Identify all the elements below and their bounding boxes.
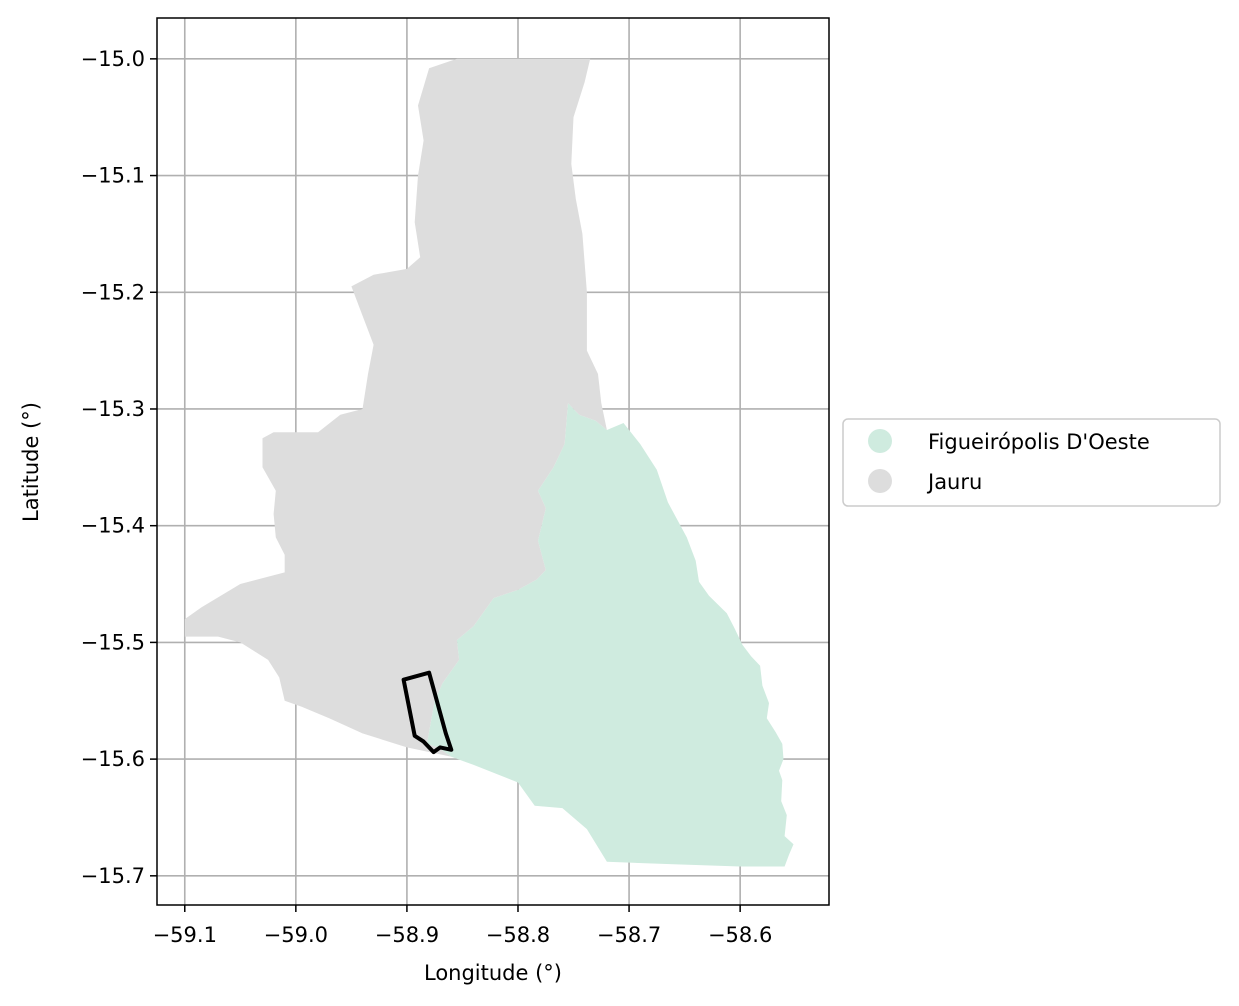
highlight-layer	[401, 670, 454, 755]
legend-label-jauru: Jauru	[926, 470, 982, 494]
x-axis-label: Longitude (°)	[424, 961, 562, 985]
y-tick-label: −15.5	[81, 630, 145, 654]
x-tick-label: −58.8	[486, 923, 550, 947]
legend-box	[842, 418, 1221, 507]
x-axis-ticks: −59.1 −59.0 −58.9 −58.8 −58.7 −58.6	[153, 905, 772, 947]
legend-swatch-figueiropolis	[868, 429, 892, 453]
region-figueiropolis-d-oeste	[426, 403, 794, 867]
region-layer	[184, 58, 794, 867]
highlight-outline	[401, 670, 454, 755]
x-tick-label: −59.0	[264, 923, 328, 947]
x-tick-label: −58.9	[375, 923, 439, 947]
y-axis-ticks: −15.0 −15.1 −15.2 −15.3 −15.4 −15.5 −15.6 −15.7	[81, 47, 157, 888]
y-tick-label: −15.0	[81, 47, 145, 71]
y-tick-label: −15.3	[81, 397, 145, 421]
y-tick-label: −15.7	[81, 864, 145, 888]
y-tick-label: −15.1	[81, 164, 145, 188]
y-tick-label: −15.2	[81, 280, 145, 304]
x-tick-label: −59.1	[153, 923, 217, 947]
x-tick-label: −58.7	[597, 923, 661, 947]
legend: Figueirópolis D'Oeste Jauru	[842, 418, 1221, 507]
x-tick-label: −58.6	[708, 923, 772, 947]
plot-frame	[156, 17, 830, 906]
legend-swatch-jauru	[868, 469, 892, 493]
y-tick-label: −15.6	[81, 747, 145, 771]
y-axis-label: Latitude (°)	[19, 402, 43, 522]
region-jauru	[184, 58, 607, 762]
legend-label-figueiropolis: Figueirópolis D'Oeste	[928, 430, 1150, 454]
y-tick-label: −15.4	[81, 514, 145, 538]
